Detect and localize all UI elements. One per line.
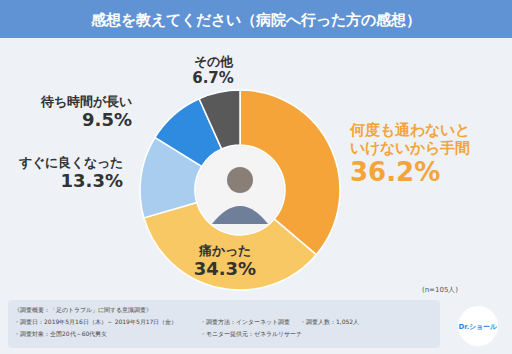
- category-label: すぐに良くなった: [18, 155, 123, 170]
- title: 感想を教えてください（病院へ行った方の感想）: [90, 11, 421, 29]
- category-label: 何度も通わないといけないから手間: [349, 121, 470, 157]
- background: [0, 0, 512, 354]
- label-line: 待ち時間が長い: [40, 94, 132, 109]
- footnote: ・調査人数：1,052人: [300, 318, 359, 325]
- label-line: すぐに良くなった: [18, 155, 123, 170]
- value-label: 34.3%: [194, 258, 256, 279]
- header-band: [0, 0, 512, 38]
- label-line: いけないから手間: [350, 139, 470, 157]
- chart: 感想を教えてください（病院へ行った方の感想） 何度も通わないといけないから手間36…: [0, 0, 512, 354]
- label-line: 何度も通わないと: [349, 121, 470, 139]
- brand-badge: [458, 306, 498, 346]
- footnote: ・調査対象：全国20代～60代男女: [14, 330, 107, 337]
- slices: [140, 90, 340, 290]
- footnote: ・調査日：2019年5月16日（木）～ 2019年5月17日（金）: [14, 318, 177, 326]
- value-label: 9.5%: [82, 109, 132, 130]
- value-label: 13.3%: [61, 170, 123, 191]
- portrait-body: [212, 206, 268, 224]
- category-label: 待ち時間が長い: [40, 94, 132, 109]
- value-label: 6.7%: [192, 69, 234, 87]
- category-label: その他: [194, 54, 234, 69]
- footnote: 《調査概要：「足のトラブル」に関する意識調査》: [14, 306, 152, 314]
- footer-box: [8, 300, 440, 348]
- portrait-bg: [197, 147, 283, 233]
- brand: Dr.ショール: [459, 323, 499, 331]
- label-line: 痛かった: [198, 243, 251, 258]
- portrait-head: [227, 167, 253, 193]
- slice: [199, 90, 240, 149]
- category-label: 痛かった: [198, 243, 251, 258]
- footnote: ・モニター提供元：ゼネラルリサーチ: [200, 330, 302, 337]
- value-label: 36.2%: [350, 157, 440, 187]
- slice: [144, 203, 316, 290]
- sample-size: (n=105人): [422, 286, 458, 294]
- label-line: その他: [194, 54, 234, 69]
- footnote: ・調査方法：インターネット調査: [200, 318, 290, 325]
